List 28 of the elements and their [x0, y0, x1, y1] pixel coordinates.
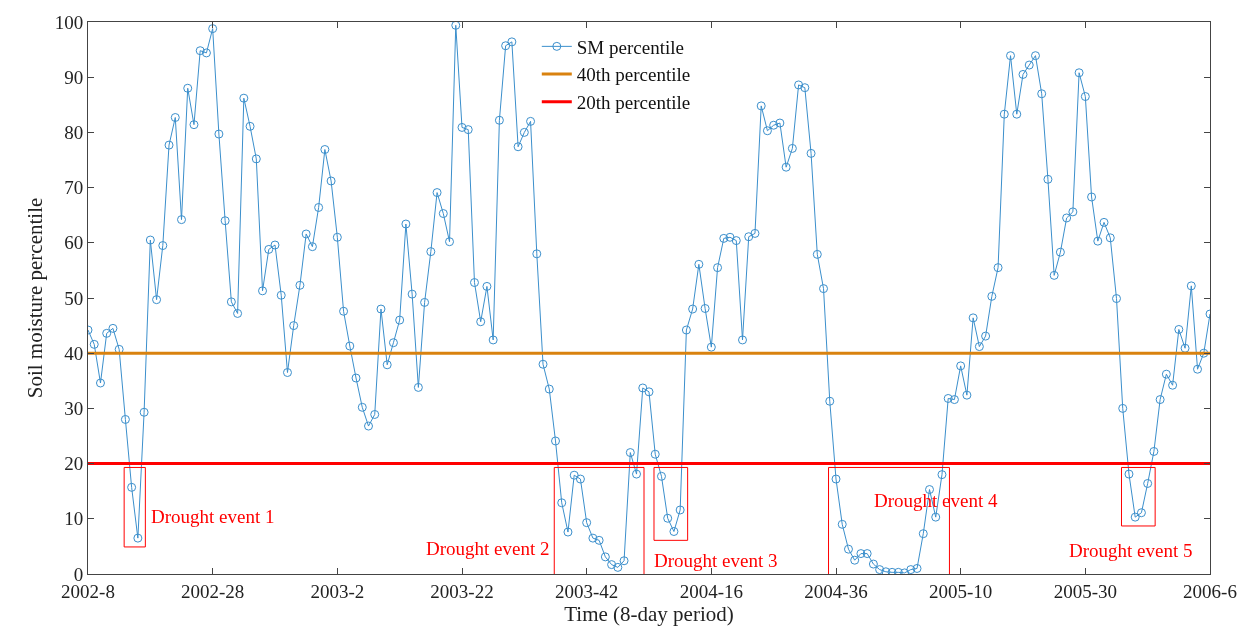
y-tick-label: 40 — [64, 342, 84, 364]
x-tick-label: 2003-2 — [310, 580, 365, 602]
y-tick-label: 90 — [64, 66, 84, 88]
annotation: Drought event 1 — [151, 506, 275, 527]
annotation: Drought event 5 — [1069, 540, 1193, 561]
x-tick-label: 2003-42 — [555, 580, 619, 602]
x-tick-label: 2003-22 — [430, 580, 494, 602]
y-tick-label: 30 — [64, 398, 84, 420]
x-tick-label: 2005-30 — [1053, 580, 1117, 602]
annotation: Drought event 2 — [426, 538, 550, 559]
x-tick-label: 2004-16 — [679, 580, 743, 602]
y-tick-label: 50 — [64, 287, 84, 309]
legend-label: 40th percentile — [576, 64, 691, 86]
y-tick-label: 70 — [64, 177, 84, 199]
x-tick-label: 2002-28 — [181, 580, 245, 602]
y-tick-label: 100 — [54, 11, 84, 33]
y-tick-label: 60 — [64, 232, 84, 254]
legend-label: 20th percentile — [576, 92, 691, 114]
x-tick-label: 2005-10 — [929, 580, 993, 602]
x-tick-label: 2004-36 — [804, 580, 868, 602]
y-axis-title: Soil moisture percentile — [22, 197, 47, 399]
annotation: Drought event 3 — [654, 550, 778, 571]
y-tick-label: 20 — [64, 453, 84, 475]
x-tick-label: 2006-6 — [1183, 580, 1237, 602]
y-tick-label: 10 — [64, 508, 84, 530]
legend-label: SM percentile — [576, 36, 684, 58]
x-axis-title: Time (8-day period) — [564, 601, 734, 626]
y-tick-label: 80 — [64, 122, 84, 144]
